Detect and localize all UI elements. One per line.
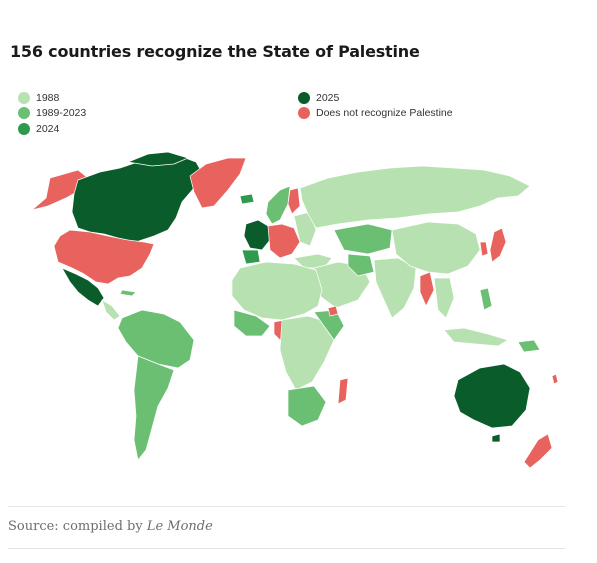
region-south-america-south [133, 355, 175, 461]
region-japan [489, 227, 507, 263]
region-southeast-asia [433, 277, 455, 319]
region-scandinavia [265, 185, 291, 225]
legend-swatch-2024 [18, 122, 30, 135]
legend-item-not-recognize: Does not recognize Palestine [298, 106, 453, 121]
legend-swatch-1988 [18, 91, 30, 104]
region-caribbean [119, 289, 137, 297]
region-russia [299, 165, 531, 229]
world-map [18, 150, 573, 480]
region-mexico [61, 267, 105, 307]
region-central-europe [267, 223, 301, 259]
source-note: Source: compiled by Le Monde [8, 519, 213, 534]
world-map-svg [31, 151, 559, 469]
region-korea [479, 241, 489, 257]
legend-item-1989-2023: 1989-2023 [18, 106, 86, 121]
region-alaska [31, 169, 89, 211]
region-indonesia [443, 327, 509, 347]
region-central-america [101, 299, 121, 321]
region-greenland [189, 157, 247, 209]
legend-item-2025: 2025 [298, 90, 453, 105]
region-south-asia [373, 257, 417, 319]
legend-right: 2025 Does not recognize Palestine [298, 90, 453, 121]
region-usa [53, 229, 155, 285]
legend-item-1988: 1988 [18, 90, 86, 105]
region-iceland [239, 193, 255, 205]
source-prefix: Source: compiled by [8, 519, 147, 534]
region-iran [347, 253, 375, 277]
region-south-america-north [117, 309, 195, 369]
legend-swatch-2025 [298, 91, 310, 104]
region-iberia [241, 249, 261, 265]
region-philippines [479, 287, 493, 311]
region-north-africa [231, 261, 323, 321]
region-western-europe [243, 219, 271, 251]
region-central-africa [279, 315, 335, 391]
divider-top [8, 506, 565, 507]
region-canada [71, 155, 205, 243]
region-eritrea [327, 305, 339, 317]
legend-label-1988: 1988 [36, 91, 60, 104]
source-publisher: Le Monde [146, 519, 213, 534]
region-west-africa [233, 309, 271, 337]
region-new-zealand [523, 433, 553, 469]
legend-swatch-not-recognize [298, 107, 310, 119]
region-finland [287, 187, 301, 215]
region-myanmar [419, 271, 435, 307]
region-madagascar [337, 377, 349, 405]
legend-left: 1988 1989-2023 2024 [18, 90, 86, 137]
region-tasmania [491, 433, 501, 443]
divider-bottom [8, 548, 565, 549]
legend-label-1989-2023: 1989-2023 [36, 107, 87, 119]
region-china [391, 221, 481, 275]
region-canada-arctic [127, 151, 189, 167]
legend-item-2024: 2024 [18, 121, 86, 136]
map-title: 156 countries recognize the State of Pal… [10, 42, 420, 61]
legend-label-2024: 2024 [36, 122, 60, 135]
region-pacific-islands [551, 373, 559, 385]
region-southern-africa [287, 385, 327, 427]
region-central-asia [333, 223, 393, 255]
legend-swatch-1989-2023 [18, 107, 30, 119]
region-png [517, 339, 541, 353]
region-australia [453, 363, 531, 429]
legend-label-2025: 2025 [316, 91, 340, 104]
legend-label-not-recognize: Does not recognize Palestine [316, 107, 453, 119]
